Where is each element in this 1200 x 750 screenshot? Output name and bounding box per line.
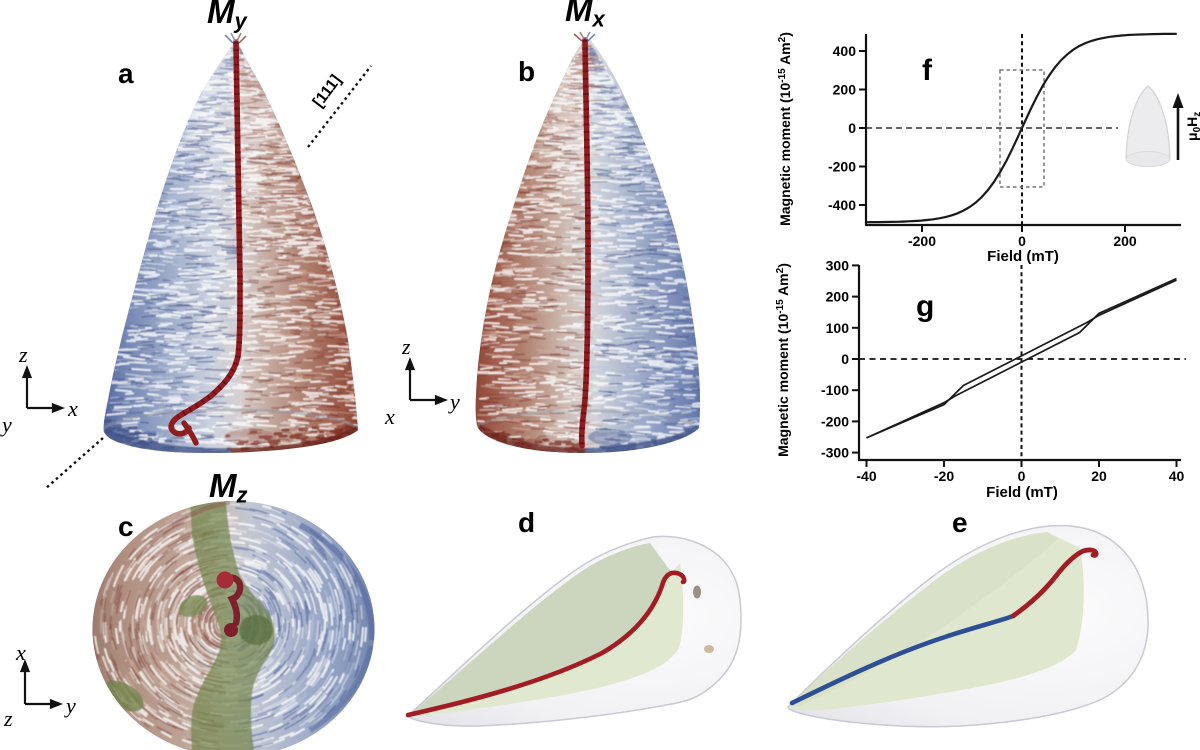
- svg-text:Magnetic moment (10-15 Am2): Magnetic moment (10-15 Am2): [777, 32, 793, 226]
- svg-text:0: 0: [841, 351, 849, 367]
- svg-text:z: z: [3, 706, 13, 731]
- svg-text:c: c: [118, 511, 134, 542]
- svg-text:z: z: [18, 342, 28, 367]
- svg-text:Field (mT): Field (mT): [986, 484, 1058, 501]
- svg-text:Mx: Mx: [565, 0, 606, 32]
- svg-text:-100: -100: [821, 382, 849, 398]
- svg-text:b: b: [518, 56, 535, 87]
- svg-text:Magnetic moment (10-15 Am2): Magnetic moment (10-15 Am2): [775, 263, 791, 457]
- svg-text:200: 200: [826, 289, 850, 305]
- svg-text:g: g: [916, 290, 934, 323]
- svg-text:x: x: [15, 640, 26, 665]
- svg-text:20: 20: [1091, 468, 1107, 484]
- svg-text:-200: -200: [828, 159, 856, 175]
- svg-text:Field (mT): Field (mT): [987, 248, 1059, 265]
- svg-text:y: y: [0, 412, 12, 437]
- svg-text:200: 200: [1113, 233, 1137, 249]
- svg-text:[111]: [111]: [310, 72, 345, 111]
- svg-text:-300: -300: [821, 445, 849, 461]
- svg-text:0: 0: [1018, 233, 1026, 249]
- svg-text:-400: -400: [828, 197, 856, 213]
- svg-text:100: 100: [826, 320, 850, 336]
- svg-text:-200: -200: [908, 233, 936, 249]
- svg-text:f: f: [922, 54, 933, 87]
- svg-text:-200: -200: [821, 413, 849, 429]
- svg-text:μ0Hz: μ0Hz: [1184, 112, 1200, 141]
- svg-text:300: 300: [826, 257, 850, 273]
- svg-text:x: x: [67, 396, 78, 421]
- svg-text:d: d: [518, 507, 535, 538]
- svg-text:z: z: [401, 334, 411, 359]
- svg-text:My: My: [207, 0, 249, 34]
- svg-text:-20: -20: [934, 468, 954, 484]
- svg-text:-40: -40: [856, 468, 876, 484]
- svg-text:a: a: [118, 58, 134, 89]
- svg-text:400: 400: [833, 43, 857, 59]
- svg-text:0: 0: [1018, 468, 1026, 484]
- svg-text:y: y: [448, 389, 460, 414]
- svg-text:200: 200: [833, 82, 857, 98]
- svg-text:x: x: [384, 404, 395, 429]
- svg-text:0: 0: [848, 120, 856, 136]
- svg-text:e: e: [952, 507, 968, 538]
- svg-text:Mz: Mz: [209, 467, 248, 508]
- svg-text:y: y: [64, 693, 76, 718]
- svg-text:40: 40: [1169, 468, 1185, 484]
